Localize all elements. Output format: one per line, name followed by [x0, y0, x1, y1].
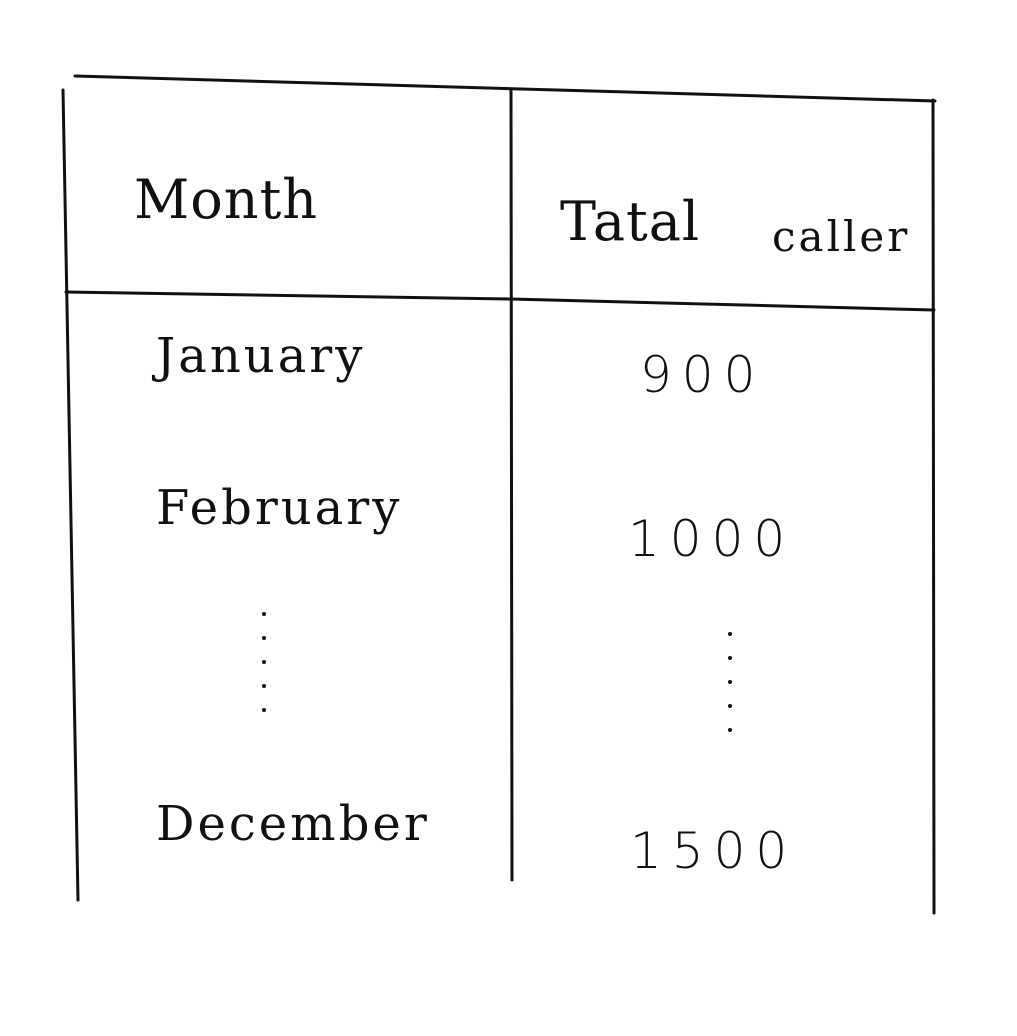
ellipsis-dots-total: [728, 632, 734, 752]
cell-total-january: 900: [640, 346, 766, 404]
table-column-divider: [509, 88, 514, 882]
header-separator-right: [509, 297, 936, 312]
cell-total-december: 1500: [630, 822, 798, 880]
cell-month-february: February: [156, 480, 403, 536]
header-total-word: Tatal: [560, 190, 701, 253]
header-caller-word: caller: [772, 212, 911, 261]
header-month: Month: [134, 168, 319, 231]
header-separator-left: [64, 290, 513, 301]
table-top-border: [73, 74, 937, 103]
cell-month-january: January: [156, 328, 366, 384]
cell-month-december: December: [156, 796, 430, 852]
table-right-border: [931, 98, 936, 915]
ellipsis-dots-month: [262, 612, 268, 732]
table-left-border: [61, 88, 80, 902]
cell-total-february: 1000: [628, 510, 796, 568]
